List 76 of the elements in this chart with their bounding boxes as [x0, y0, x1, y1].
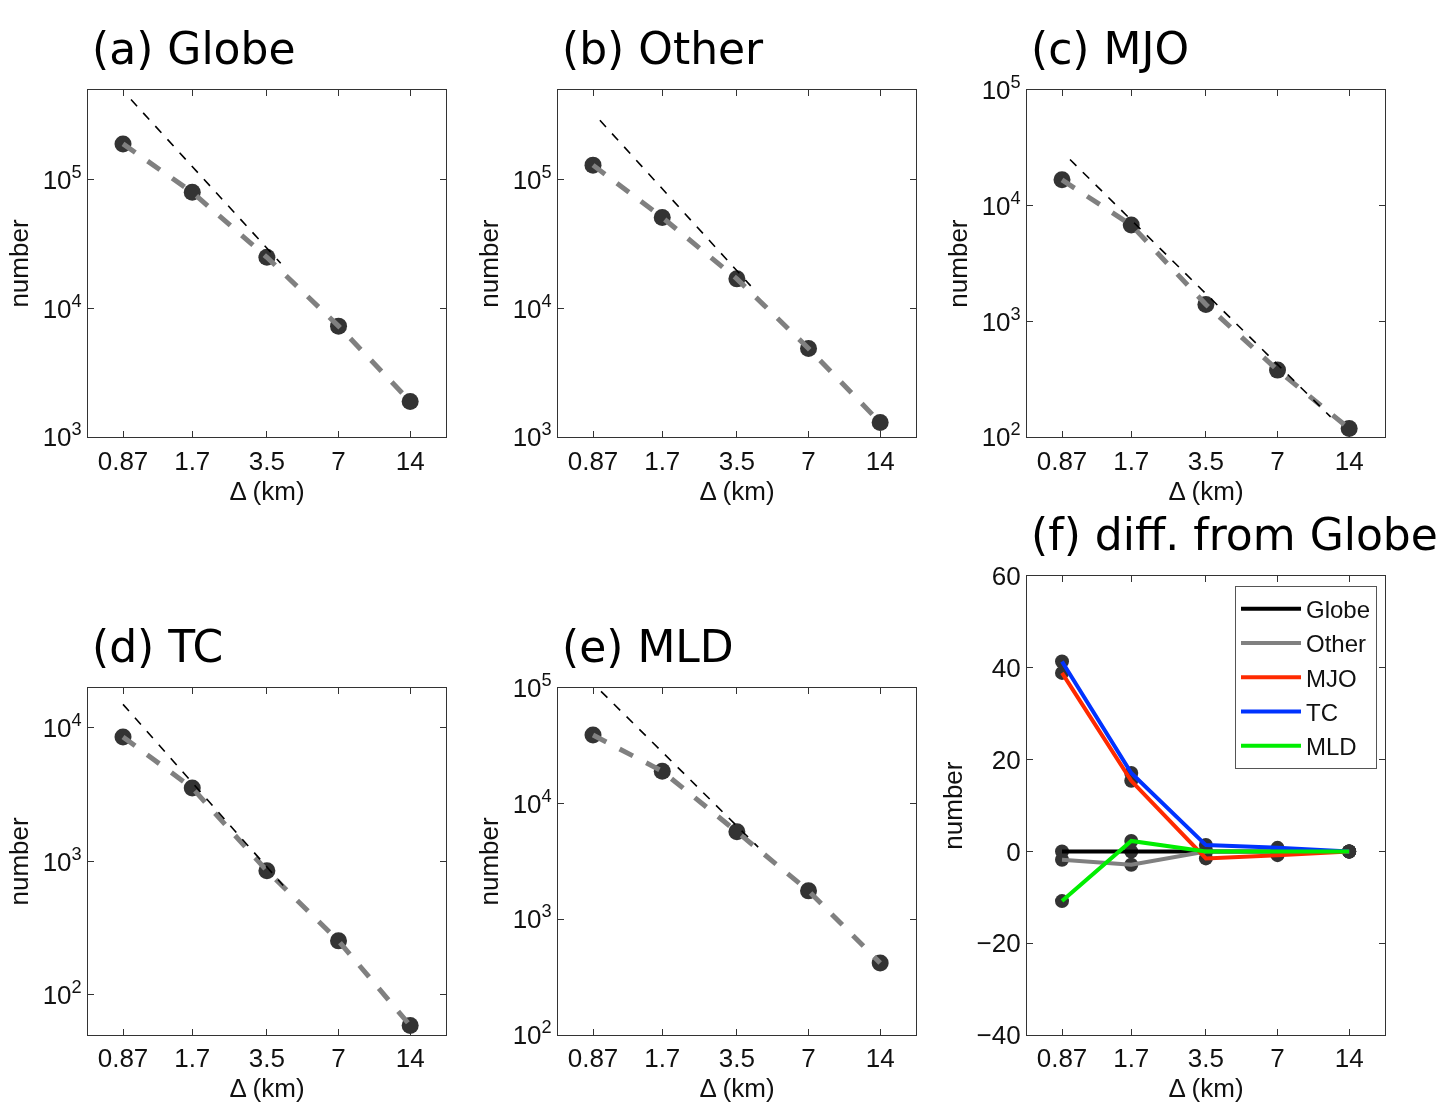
x-tick-label: 14 [395, 445, 425, 476]
x-tick-label: 7 [1270, 1043, 1285, 1074]
x-tick-label: 1.7 [644, 1043, 681, 1074]
x-tick-label: 0.87 [97, 445, 149, 476]
x-tick-label: 0.87 [567, 445, 619, 476]
y-tick-label: 40 [991, 652, 1021, 683]
x-tick-label: 0.87 [567, 1043, 619, 1074]
x-tick-label: 14 [865, 1043, 895, 1074]
y-tick-label: 10$^{2}$ [512, 1017, 552, 1051]
y-axis-title: number [474, 816, 505, 906]
x-tick-label: 3.5 [1187, 1043, 1224, 1074]
x-tick-label: 0.87 [1036, 445, 1088, 476]
y-tick-label: 10$^{5}$ [512, 669, 552, 703]
legend-label: MLD [1306, 733, 1357, 761]
y-tick-label: 10$^{4}$ [42, 710, 82, 743]
legend-label: Other [1306, 630, 1367, 658]
x-tick-label: 3.5 [248, 445, 285, 476]
chart-title: (f) diff. from Globe [1031, 509, 1438, 560]
y-tick-label: 10$^{3}$ [512, 419, 552, 453]
y-tick-label: 10$^{3}$ [42, 419, 82, 453]
x-tick-label: 1.7 [644, 445, 681, 476]
x-tick-label: 7 [1270, 445, 1285, 476]
x-axis-title: Δ (km) [1168, 1073, 1244, 1104]
y-axis-title: number [937, 761, 968, 850]
chart-title: (a) Globe [92, 23, 296, 74]
y-tick-label: 10$^{3}$ [42, 843, 82, 877]
x-tick-label: 0.87 [97, 1043, 149, 1074]
y-tick-label: 10$^{2}$ [42, 977, 82, 1011]
y-axis-title: number [4, 816, 35, 906]
legend-label: MJO [1306, 664, 1357, 692]
x-tick-label: 7 [801, 445, 816, 476]
y-tick-label: 10$^{5}$ [512, 161, 552, 195]
chart-title: (e) MLD [562, 621, 734, 672]
x-tick-label: 3.5 [718, 445, 755, 476]
x-tick-label: 1.7 [174, 445, 211, 476]
y-tick-label: 10$^{4}$ [42, 290, 82, 324]
legend-label: TC [1306, 698, 1338, 726]
y-tick-label: 10$^{4}$ [981, 187, 1021, 221]
x-tick-label: 14 [865, 445, 895, 476]
y-tick-label: 60 [991, 561, 1021, 592]
y-tick-label: −40 [976, 1020, 1021, 1051]
x-tick-label: 0.87 [1036, 1043, 1088, 1074]
x-tick-label: 1.7 [174, 1043, 211, 1074]
y-tick-label: 10$^{3}$ [981, 303, 1021, 337]
y-tick-label: −20 [976, 928, 1021, 959]
y-tick-label: 10$^{4}$ [512, 290, 552, 324]
x-tick-label: 14 [1334, 1043, 1364, 1074]
x-axis-title: Δ (km) [1168, 475, 1244, 506]
y-tick-label: 0 [1006, 836, 1021, 867]
x-tick-label: 3.5 [248, 1043, 285, 1074]
chart-title: (d) TC [92, 621, 224, 672]
legend-label: Globe [1306, 596, 1371, 624]
x-axis-title: Δ (km) [229, 475, 305, 506]
x-tick-label: 3.5 [1187, 445, 1224, 476]
chart-title: (c) MJO [1031, 23, 1190, 74]
y-tick-label: 10$^{5}$ [981, 72, 1021, 105]
x-tick-label: 1.7 [1113, 445, 1150, 476]
x-tick-label: 7 [331, 1043, 346, 1074]
y-axis-title: number [943, 219, 974, 308]
x-axis-title: Δ (km) [229, 1073, 305, 1104]
x-tick-label: 7 [331, 445, 346, 476]
y-tick-label: 10$^{5}$ [42, 161, 82, 195]
y-tick-label: 10$^{2}$ [981, 419, 1021, 453]
y-axis-title: number [4, 219, 35, 308]
y-tick-label: 10$^{3}$ [512, 901, 552, 935]
y-tick-label: 20 [991, 744, 1021, 775]
x-tick-label: 14 [1334, 445, 1364, 476]
chart-title: (b) Other [562, 23, 765, 74]
x-tick-label: 14 [395, 1043, 425, 1074]
y-tick-label: 10$^{4}$ [512, 785, 552, 819]
y-axis-title: number [474, 219, 505, 308]
x-axis-title: Δ (km) [699, 475, 775, 506]
x-tick-label: 7 [801, 1043, 816, 1074]
x-tick-label: 3.5 [718, 1043, 755, 1074]
x-tick-label: 1.7 [1113, 1043, 1150, 1074]
x-axis-title: Δ (km) [699, 1073, 775, 1104]
